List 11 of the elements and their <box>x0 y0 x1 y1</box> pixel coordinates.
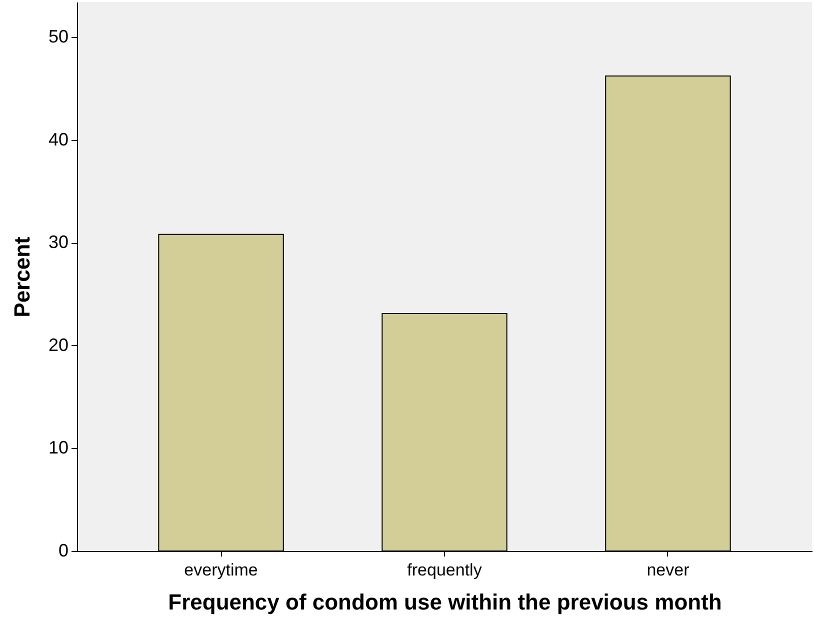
y-tick-label: 0 <box>58 540 68 560</box>
x-tick-label: everytime <box>184 560 258 580</box>
y-tick-label: 50 <box>48 26 68 46</box>
y-tick-label: 10 <box>48 438 68 458</box>
y-tick-label: 40 <box>48 129 68 150</box>
y-axis-title: Percent <box>9 236 34 318</box>
x-tick-label: frequently <box>407 560 482 580</box>
x-tick-label: never <box>646 560 690 580</box>
y-tick-label: 30 <box>48 232 68 252</box>
y-tick-label: 20 <box>48 334 68 355</box>
x-axis-title: Frequency of condom use within the previous month <box>168 590 722 614</box>
